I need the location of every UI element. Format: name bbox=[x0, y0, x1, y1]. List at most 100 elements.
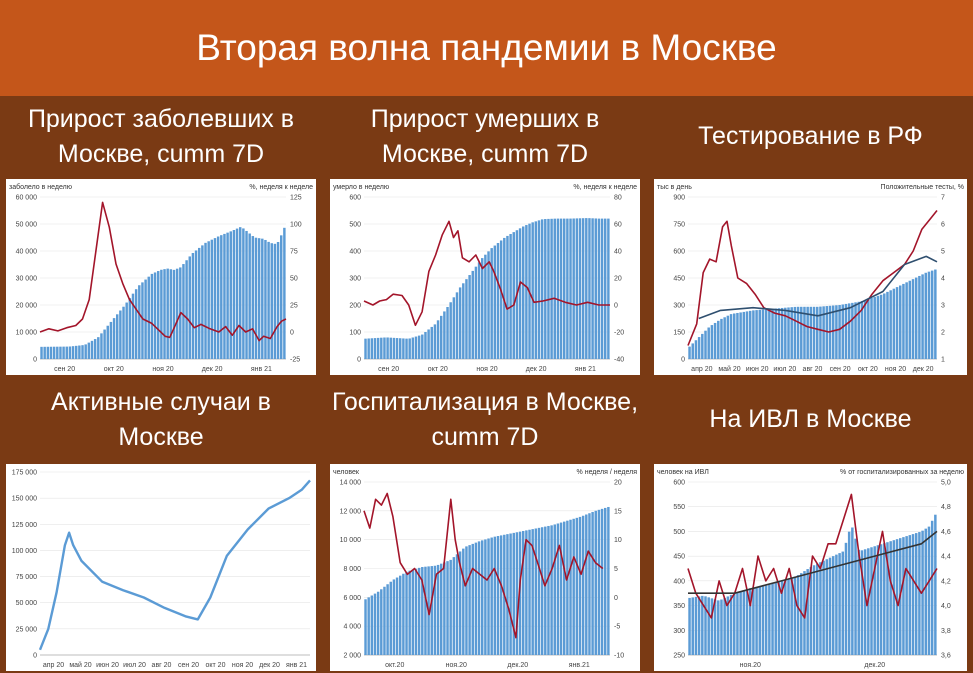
y2-tick-label: -5 bbox=[614, 624, 620, 631]
page-title: Вторая волна пандемии в Москве bbox=[0, 0, 973, 96]
chart-svg: умерло в неделю%, неделя к неделе0100200… bbox=[333, 184, 637, 373]
bar bbox=[512, 232, 515, 359]
bar bbox=[408, 338, 411, 359]
bar bbox=[185, 260, 188, 359]
bar bbox=[112, 318, 116, 359]
y-tick-label: 25 000 bbox=[16, 626, 38, 633]
bar bbox=[876, 295, 880, 359]
bar bbox=[166, 268, 169, 359]
bar bbox=[803, 571, 806, 655]
bar bbox=[600, 508, 604, 655]
y-tick-label: 12 000 bbox=[340, 508, 362, 515]
bar bbox=[264, 239, 267, 359]
bar bbox=[905, 282, 908, 359]
bar bbox=[755, 587, 758, 655]
bar bbox=[534, 221, 538, 359]
bar bbox=[452, 297, 456, 359]
y-tick-label: 2 000 bbox=[343, 653, 361, 660]
chart-svg: человек на ИВЛ % от госпитализированных з… bbox=[657, 469, 964, 669]
bar bbox=[471, 270, 474, 359]
bar bbox=[474, 266, 478, 359]
bar bbox=[787, 307, 790, 359]
bar bbox=[697, 596, 701, 655]
bar bbox=[499, 240, 503, 359]
bar bbox=[150, 273, 154, 359]
bar bbox=[197, 247, 201, 359]
bar bbox=[713, 322, 717, 359]
bar bbox=[194, 250, 198, 359]
bar bbox=[835, 554, 838, 655]
bar bbox=[109, 321, 113, 359]
bar bbox=[471, 543, 474, 655]
chart-panel: тыс в день Положительные тесты, % 0 150 300 4… bbox=[654, 179, 967, 375]
x-tick-label: июл 20 bbox=[773, 366, 796, 373]
bar bbox=[697, 337, 701, 359]
bar bbox=[455, 554, 459, 655]
bar bbox=[207, 241, 210, 359]
bar bbox=[752, 587, 755, 655]
bar bbox=[790, 577, 793, 655]
bar bbox=[235, 228, 239, 359]
bar bbox=[704, 330, 707, 359]
right-axis-title: %, неделя к неделе bbox=[249, 184, 313, 191]
bar bbox=[857, 549, 860, 655]
bar bbox=[443, 311, 446, 359]
left-axis-title: человек на ИВЛ bbox=[657, 469, 709, 476]
panel-heading: Прирост умерших в Москве, cumm 7D bbox=[370, 104, 600, 168]
bar bbox=[886, 542, 889, 655]
bar bbox=[918, 532, 921, 655]
y-tick-label: 100 000 bbox=[12, 548, 37, 555]
y2-tick-label: 7 bbox=[941, 195, 945, 202]
bar bbox=[229, 231, 232, 359]
y-tick-label: 200 bbox=[349, 303, 361, 310]
y-tick-label: 50 000 bbox=[16, 600, 38, 607]
bar bbox=[376, 337, 380, 359]
bar bbox=[474, 542, 478, 655]
bar bbox=[562, 521, 566, 655]
x-tick-label: окт 20 bbox=[428, 366, 448, 373]
bar bbox=[815, 563, 819, 655]
bar bbox=[223, 233, 226, 359]
chart-panel: умерло в неделю%, неделя к неделе 0 100 200… bbox=[330, 179, 640, 375]
bar bbox=[436, 320, 440, 359]
bar bbox=[433, 324, 437, 359]
bar bbox=[918, 275, 921, 359]
panel-heading: На ИВЛ в Москве bbox=[709, 405, 912, 433]
bar bbox=[707, 597, 710, 655]
bar bbox=[873, 546, 876, 655]
y2-tick-label: 3,8 bbox=[941, 628, 951, 635]
bar bbox=[691, 597, 694, 655]
bar bbox=[710, 325, 714, 359]
bar bbox=[851, 302, 854, 359]
panel-heading: Госпитализация в Москве, cumm 7D bbox=[331, 387, 639, 451]
y-tick-label: 350 bbox=[673, 603, 685, 610]
bar bbox=[398, 575, 402, 655]
bar bbox=[883, 543, 886, 655]
bar bbox=[597, 218, 601, 359]
bar bbox=[847, 303, 851, 359]
x-tick-label: авг 20 bbox=[803, 366, 823, 373]
bar bbox=[603, 218, 607, 359]
bar bbox=[812, 306, 816, 359]
series-line bbox=[698, 255, 938, 320]
bar bbox=[739, 591, 742, 655]
bar bbox=[370, 338, 374, 359]
bar bbox=[119, 310, 122, 359]
bar bbox=[553, 218, 556, 359]
bar bbox=[732, 593, 736, 655]
bar bbox=[930, 520, 934, 655]
bar bbox=[707, 327, 710, 359]
bar bbox=[528, 529, 531, 655]
bar bbox=[902, 283, 905, 359]
bar bbox=[796, 575, 800, 655]
y-tick-label: 400 bbox=[349, 249, 361, 256]
bar bbox=[477, 262, 481, 359]
y2-tick-label: 4,6 bbox=[941, 529, 951, 536]
x-tick-label: май 20 bbox=[69, 661, 91, 669]
bar bbox=[758, 309, 762, 359]
bar bbox=[748, 588, 752, 655]
bar bbox=[793, 306, 797, 359]
y-tick-label: 600 bbox=[673, 249, 685, 256]
bar bbox=[758, 586, 762, 655]
bar bbox=[717, 320, 720, 359]
